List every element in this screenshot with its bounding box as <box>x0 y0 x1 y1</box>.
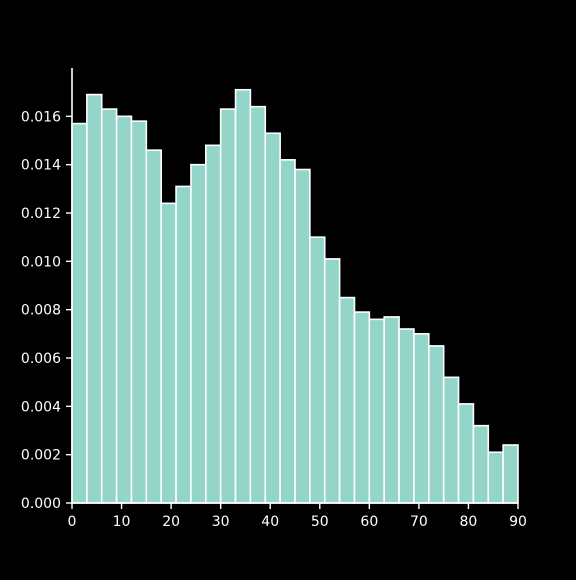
y-tick-label: 0.000 <box>21 496 61 512</box>
histogram-bar <box>205 144 222 504</box>
histogram-bar <box>219 108 237 504</box>
x-tick-label: 40 <box>261 514 279 530</box>
histogram-bar <box>279 159 296 504</box>
y-tick-label: 0.014 <box>21 158 61 174</box>
histogram-bar <box>427 345 445 504</box>
y-axis-ticks: 0.000 0.002 0.004 0.006 0.008 0.010 0.012 0.014… <box>21 109 72 512</box>
histogram-bar <box>86 93 103 504</box>
histogram-bar <box>457 403 475 504</box>
x-tick-label: 20 <box>162 514 180 530</box>
y-tick-label: 0.002 <box>21 448 61 464</box>
histogram-bar <box>294 168 311 504</box>
histogram-bar <box>487 451 504 504</box>
histogram-bar <box>442 376 460 504</box>
x-axis-ticks: 0 10 20 30 40 50 60 70 80 90 <box>68 503 527 530</box>
histogram-bar <box>502 444 519 504</box>
histogram-bar <box>338 296 356 504</box>
y-tick-label: 0.006 <box>21 351 61 367</box>
y-tick-label: 0.004 <box>21 399 61 415</box>
y-tick-label: 0.012 <box>21 206 61 222</box>
histogram-bar <box>368 318 386 504</box>
histogram-bar <box>175 185 192 504</box>
histogram-bar <box>353 311 371 504</box>
axes-group <box>71 68 518 504</box>
histogram-bar <box>249 105 267 504</box>
histogram-bar <box>323 258 341 504</box>
histogram-bar <box>71 122 88 504</box>
histogram-bar <box>100 108 118 504</box>
histogram-bar <box>398 328 415 504</box>
x-tick-label: 90 <box>509 514 527 530</box>
x-tick-label: 50 <box>311 514 329 530</box>
x-tick-label: 70 <box>410 514 428 530</box>
x-tick-label: 10 <box>113 514 131 530</box>
y-tick-label: 0.008 <box>21 303 61 319</box>
histogram-bar <box>234 88 252 504</box>
x-tick-label: 0 <box>68 514 77 530</box>
y-tick-label: 0.010 <box>21 254 61 270</box>
x-tick-label: 30 <box>212 514 230 530</box>
x-tick-label: 80 <box>460 514 478 530</box>
histogram-bar <box>472 424 490 504</box>
histogram-bar <box>413 333 430 504</box>
x-tick-label: 60 <box>360 514 378 530</box>
histogram-bar <box>383 316 400 504</box>
bars-group <box>71 88 519 504</box>
histogram-bar <box>264 132 281 504</box>
histogram-bar <box>309 236 326 504</box>
histogram-bar <box>130 120 148 504</box>
histogram-bar <box>160 202 177 504</box>
histogram-bar <box>145 149 162 504</box>
y-tick-label: 0.016 <box>21 109 61 125</box>
histogram-bar <box>190 163 207 504</box>
histogram-bar <box>115 115 133 504</box>
